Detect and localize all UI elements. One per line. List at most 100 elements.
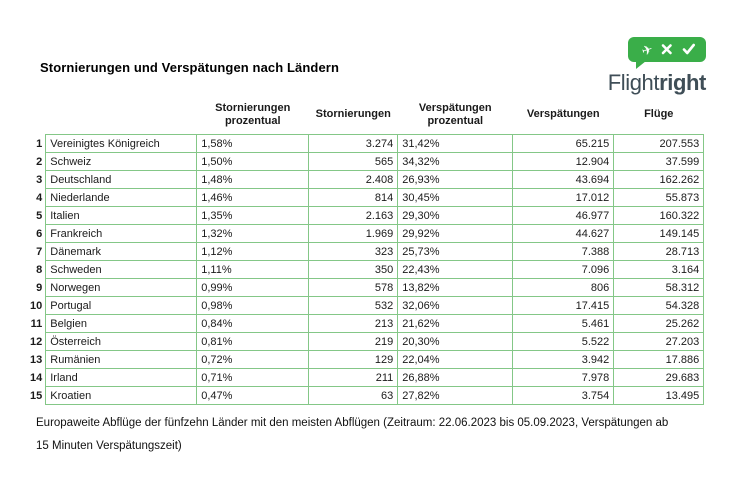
country-cell: Vereinigtes Königreich — [45, 134, 198, 153]
country-cell: Frankreich — [45, 224, 198, 243]
cancellations-pct-cell: 0,99% — [196, 278, 310, 297]
country-cell: Kroatien — [45, 386, 198, 405]
cancellations-cell: 219 — [308, 332, 399, 351]
header-cancellations-pct: Stornierungen prozentual — [196, 96, 309, 135]
header-country — [45, 96, 197, 135]
delays-cell: 7.096 — [512, 260, 615, 279]
cancellations-cell: 63 — [308, 386, 399, 405]
flights-cell: 29.683 — [613, 368, 705, 387]
table-row: 5 Italien 1,35% 2.163 29,30% 46.977 160.… — [30, 206, 705, 225]
header-row: Stornierungen prozentual Stornierungen V… — [30, 96, 704, 135]
logo-speech-bubble: ✈ — [628, 37, 706, 69]
row-number: 3 — [30, 170, 46, 189]
delays-cell: 7.388 — [512, 242, 615, 261]
caption-line-1: Europaweite Abflüge der fünfzehn Länder … — [36, 417, 669, 429]
header-rank — [30, 96, 46, 135]
flights-cell: 25.262 — [613, 314, 705, 333]
cancellations-cell: 213 — [308, 314, 399, 333]
table-body: 1 Vereinigtes Königreich 1,58% 3.274 31,… — [30, 134, 705, 405]
country-cell: Dänemark — [45, 242, 198, 261]
row-number: 4 — [30, 188, 46, 207]
table-row: 15 Kroatien 0,47% 63 27,82% 3.754 13.495 — [30, 386, 705, 405]
table-row: 13 Rumänien 0,72% 129 22,04% 3.942 17.88… — [30, 350, 705, 369]
page-title: Stornierungen und Verspätungen nach Länd… — [40, 60, 339, 75]
delays-pct-cell: 20,30% — [397, 332, 514, 351]
delays-pct-cell: 34,32% — [397, 152, 514, 171]
country-cell: Norwegen — [45, 278, 198, 297]
cancellations-cell: 2.163 — [308, 206, 399, 225]
table-row: 2 Schweiz 1,50% 565 34,32% 12.904 37.599 — [30, 152, 705, 171]
delays-pct-cell: 27,82% — [397, 386, 514, 405]
flights-cell: 58.312 — [613, 278, 705, 297]
row-number: 6 — [30, 224, 46, 243]
table-caption: Europaweite Abflüge der fünfzehn Länder … — [36, 412, 691, 458]
flights-cell: 149.145 — [613, 224, 705, 243]
cancellations-cell: 532 — [308, 296, 399, 315]
delays-cell: 5.461 — [512, 314, 615, 333]
delays-cell: 5.522 — [512, 332, 615, 351]
delays-pct-cell: 13,82% — [397, 278, 514, 297]
table-row: 3 Deutschland 1,48% 2.408 26,93% 43.694 … — [30, 170, 705, 189]
svg-text:✈: ✈ — [640, 42, 655, 60]
flightright-logo: ✈ Flightright — [581, 37, 706, 94]
delays-cell: 7.978 — [512, 368, 615, 387]
delays-pct-cell: 25,73% — [397, 242, 514, 261]
header-flights: Flüge — [613, 96, 704, 135]
cancellations-pct-cell: 1,48% — [196, 170, 310, 189]
row-number: 15 — [30, 386, 46, 405]
delays-pct-cell: 21,62% — [397, 314, 514, 333]
delays-cell: 3.942 — [512, 350, 615, 369]
delays-pct-cell: 29,30% — [397, 206, 514, 225]
country-cell: Rumänien — [45, 350, 198, 369]
country-cell: Österreich — [45, 332, 198, 351]
row-number: 13 — [30, 350, 46, 369]
cancellations-pct-cell: 1,32% — [196, 224, 310, 243]
cancellations-cell: 565 — [308, 152, 399, 171]
table-row: 7 Dänemark 1,12% 323 25,73% 7.388 28.713 — [30, 242, 705, 261]
table-row: 14 Irland 0,71% 211 26,88% 7.978 29.683 — [30, 368, 705, 387]
cancellations-pct-cell: 1,11% — [196, 260, 310, 279]
cancellations-pct-cell: 1,35% — [196, 206, 310, 225]
flights-cell: 37.599 — [613, 152, 705, 171]
flights-cell: 3.164 — [613, 260, 705, 279]
cancellations-pct-cell: 0,84% — [196, 314, 310, 333]
row-number: 11 — [30, 314, 46, 333]
cancellations-cell: 3.274 — [308, 134, 399, 153]
delays-cell: 806 — [512, 278, 615, 297]
cancellations-pct-cell: 1,50% — [196, 152, 310, 171]
flights-cell: 162.262 — [613, 170, 705, 189]
flights-cell: 55.873 — [613, 188, 705, 207]
country-cell: Italien — [45, 206, 198, 225]
plane-icon: ✈ — [640, 42, 655, 60]
cancellations-cell: 211 — [308, 368, 399, 387]
cancellations-pct-cell: 0,72% — [196, 350, 310, 369]
cancellations-cell: 1.969 — [308, 224, 399, 243]
cancellations-pct-cell: 1,46% — [196, 188, 310, 207]
delays-cell: 17.012 — [512, 188, 615, 207]
delays-cell: 17.415 — [512, 296, 615, 315]
flights-cell: 54.328 — [613, 296, 705, 315]
row-number: 5 — [30, 206, 46, 225]
check-icon — [682, 43, 695, 55]
table-row: 12 Österreich 0,81% 219 20,30% 5.522 27.… — [30, 332, 705, 351]
delays-pct-cell: 29,92% — [397, 224, 514, 243]
delays-cell: 65.215 — [512, 134, 615, 153]
data-table: Stornierungen prozentual Stornierungen V… — [30, 96, 705, 405]
table-row: 10 Portugal 0,98% 532 32,06% 17.415 54.3… — [30, 296, 705, 315]
delays-pct-cell: 22,04% — [397, 350, 514, 369]
cancellations-pct-cell: 1,12% — [196, 242, 310, 261]
row-number: 12 — [30, 332, 46, 351]
flights-cell: 207.553 — [613, 134, 705, 153]
flights-cell: 27.203 — [613, 332, 705, 351]
table-row: 4 Niederlande 1,46% 814 30,45% 17.012 55… — [30, 188, 705, 207]
header-delays: Verspätungen — [512, 96, 614, 135]
cancellations-pct-cell: 0,47% — [196, 386, 310, 405]
row-number: 2 — [30, 152, 46, 171]
table-row: 11 Belgien 0,84% 213 21,62% 5.461 25.262 — [30, 314, 705, 333]
delays-cell: 43.694 — [512, 170, 615, 189]
country-cell: Belgien — [45, 314, 198, 333]
cancellations-cell: 578 — [308, 278, 399, 297]
cancellations-cell: 323 — [308, 242, 399, 261]
table-row: 9 Norwegen 0,99% 578 13,82% 806 58.312 — [30, 278, 705, 297]
